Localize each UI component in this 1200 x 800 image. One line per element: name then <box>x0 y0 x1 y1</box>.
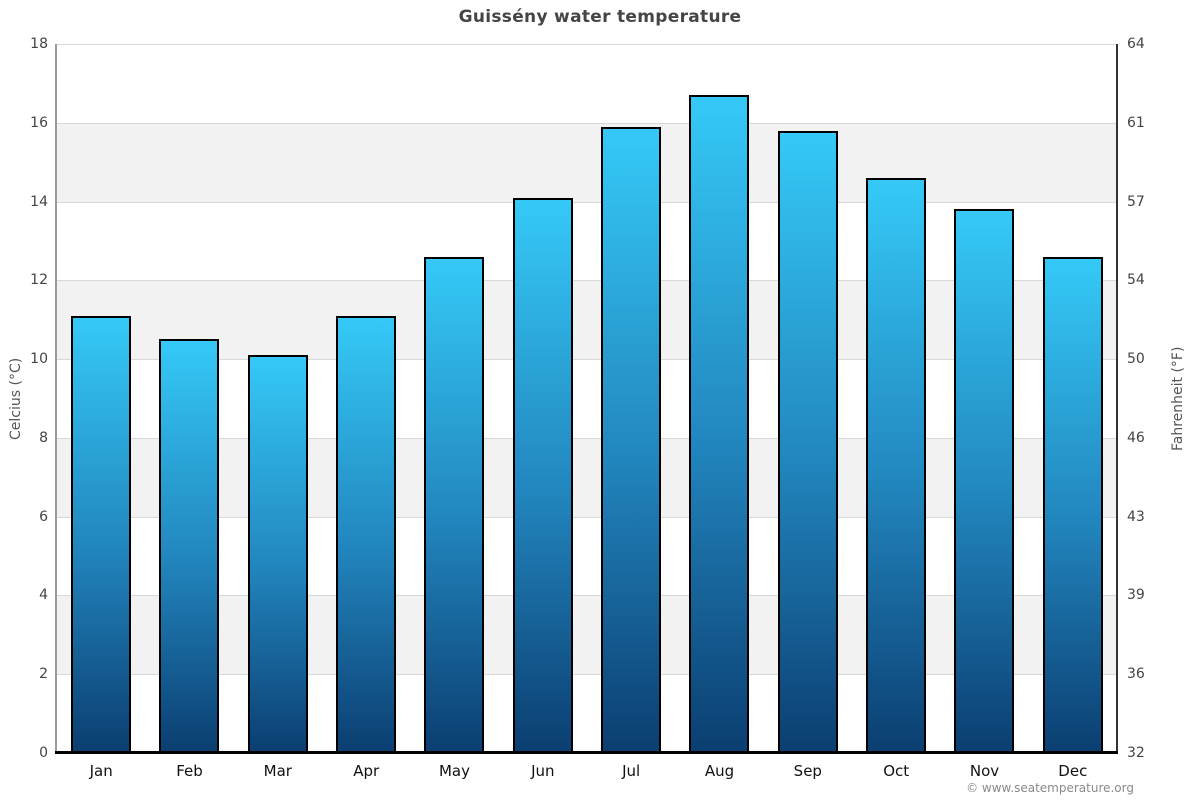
plot-band <box>57 359 1117 438</box>
y-tick-fahrenheit-36: 36 <box>1127 666 1145 683</box>
y-tick-celsius-16: 16 <box>30 114 48 131</box>
y-tick-celsius-10: 10 <box>30 351 48 368</box>
gridline <box>57 516 1117 518</box>
copyright-credit: © www.seatemperature.org <box>966 781 1134 795</box>
plot-band <box>57 437 1117 517</box>
x-tick-feb: Feb <box>176 762 203 780</box>
bar-mar[interactable] <box>247 355 308 753</box>
y-tick-fahrenheit-50: 50 <box>1127 351 1145 368</box>
bar-jun[interactable] <box>512 197 573 753</box>
bar-slot-jun <box>499 44 587 753</box>
plot-band <box>57 280 1117 360</box>
y-tick-celsius-12: 12 <box>30 272 48 289</box>
gridline <box>57 122 1117 124</box>
bar-may[interactable] <box>424 256 485 753</box>
bar-slot-sep <box>764 44 852 753</box>
bar-nov[interactable] <box>954 209 1015 753</box>
bar-dec[interactable] <box>1042 256 1103 753</box>
bar-apr[interactable] <box>336 315 397 753</box>
gridline <box>57 44 1117 45</box>
y-tick-celsius-18: 18 <box>30 36 48 52</box>
bar-slot-apr <box>322 44 410 753</box>
bar-feb[interactable] <box>159 339 220 753</box>
x-axis-line <box>55 751 1118 754</box>
chart-title: Guissény water temperature <box>458 7 742 27</box>
x-tick-dec: Dec <box>1058 762 1088 780</box>
y-axis-right-line <box>1116 44 1118 753</box>
bar-jul[interactable] <box>601 126 662 753</box>
plot-band <box>57 674 1117 753</box>
gridline <box>57 674 1117 676</box>
bar-sep[interactable] <box>777 130 838 753</box>
x-tick-may: May <box>438 762 470 780</box>
bar-aug[interactable] <box>689 95 750 753</box>
plot-area <box>57 44 1117 753</box>
x-tick-sep: Sep <box>793 762 822 780</box>
bar-slot-oct <box>852 44 940 753</box>
y-tick-celsius-8: 8 <box>39 429 48 446</box>
bar-oct[interactable] <box>866 177 927 753</box>
bar-slot-aug <box>675 44 763 753</box>
y-tick-fahrenheit-54: 54 <box>1127 272 1145 289</box>
y-axis-title-fahrenheit: Fahrenheit (°F) <box>1170 346 1186 451</box>
x-tick-apr: Apr <box>353 762 380 780</box>
bar-slot-jul <box>587 44 675 753</box>
plot-band <box>57 595 1117 675</box>
plot-band <box>57 201 1117 281</box>
x-tick-oct: Oct <box>883 762 910 780</box>
y-tick-fahrenheit-64: 64 <box>1127 36 1145 52</box>
y-tick-celsius-4: 4 <box>39 587 48 604</box>
bar-slot-nov <box>940 44 1028 753</box>
y-tick-celsius-14: 14 <box>30 193 48 210</box>
gridline <box>57 595 1117 597</box>
y-tick-celsius-0: 0 <box>39 745 48 761</box>
y-tick-fahrenheit-61: 61 <box>1127 114 1145 131</box>
gridline <box>57 359 1117 361</box>
bar-slot-feb <box>145 44 233 753</box>
plot-band <box>57 122 1117 202</box>
x-tick-nov: Nov <box>969 762 1000 780</box>
gridline <box>57 437 1117 439</box>
x-tick-jun: Jun <box>531 762 555 780</box>
bar-series <box>57 44 1117 753</box>
gridline <box>57 201 1117 203</box>
x-tick-mar: Mar <box>263 762 292 780</box>
bar-slot-dec <box>1029 44 1117 753</box>
y-tick-celsius-6: 6 <box>39 508 48 525</box>
y-tick-celsius-2: 2 <box>39 666 48 683</box>
y-axis-left-line <box>55 44 57 753</box>
bar-slot-may <box>410 44 498 753</box>
y-tick-fahrenheit-43: 43 <box>1127 508 1145 525</box>
y-tick-fahrenheit-57: 57 <box>1127 193 1145 210</box>
x-tick-jan: Jan <box>89 762 113 780</box>
bar-slot-mar <box>234 44 322 753</box>
plot-band <box>57 44 1117 123</box>
gridline <box>57 280 1117 282</box>
bar-slot-jan <box>57 44 145 753</box>
y-tick-fahrenheit-32: 32 <box>1127 745 1145 761</box>
y-tick-fahrenheit-39: 39 <box>1127 587 1145 604</box>
y-axis-title-celsius: Celcius (°C) <box>8 357 24 440</box>
x-tick-aug: Aug <box>704 762 735 780</box>
bar-jan[interactable] <box>71 315 132 753</box>
y-tick-fahrenheit-46: 46 <box>1127 429 1145 446</box>
x-tick-jul: Jul <box>622 762 641 780</box>
plot-band <box>57 516 1117 596</box>
